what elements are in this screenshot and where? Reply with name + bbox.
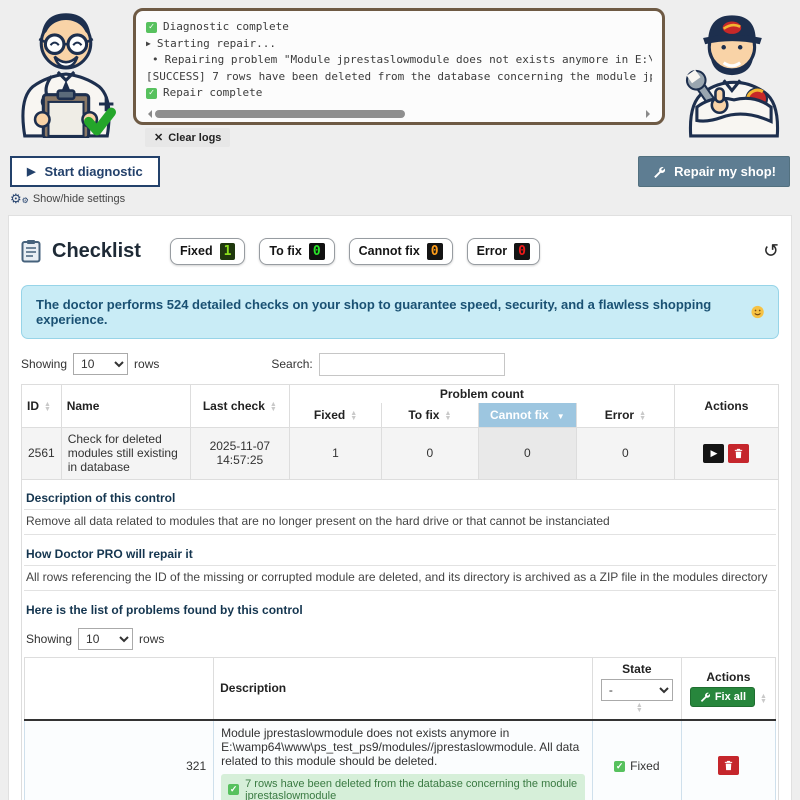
col-header-last-check[interactable]: Last check ▲ ▼ [189, 384, 290, 428]
log-text: Repairing problem "Module jprestaslowmod… [164, 53, 652, 66]
cannot-fix-count: 0 [426, 242, 443, 260]
success-check-icon: ✓ [146, 21, 157, 33]
doctor-illustration [21, 13, 116, 138]
col-header-state: State -▲ ▼ [591, 656, 682, 721]
col-header-to-fix[interactable]: To fix ▲ ▼ [381, 403, 479, 428]
trash-icon [724, 760, 733, 771]
bullet-icon: • [152, 53, 159, 66]
table-row[interactable]: 2561 Check for deleted modules still exi… [21, 426, 780, 480]
badge-cannot-fix[interactable]: Cannot fix 0 [348, 237, 453, 265]
show-hide-settings-link[interactable]: ⚙⚙ Show/hide settings [10, 191, 126, 206]
col-header-description: Description [213, 656, 593, 721]
col-header-name[interactable]: Name [60, 384, 191, 428]
trash-icon [735, 448, 743, 458]
badge-error[interactable]: Error 0 [466, 237, 540, 265]
page-size-select[interactable]: 10 [73, 353, 129, 375]
col-header-id-problem[interactable]: ID problem ▼ [23, 656, 215, 721]
col-header-problem-actions: Actions Fix all ▲ ▼ [680, 656, 777, 721]
close-icon: ✕ [154, 132, 164, 144]
col-header-cannot-fix[interactable]: Cannot fix ▼ [477, 403, 577, 428]
check-name: Check for deleted modules still existing… [60, 426, 191, 480]
checklist-table: ID ▲ ▼ Name Last check ▲ ▼ Problem count Act… [21, 384, 780, 800]
log-text: Diagnostic complete [163, 20, 289, 33]
problem-id: 321 [23, 719, 215, 800]
col-header-actions: Actions [673, 384, 780, 428]
success-check-icon: ✓ [228, 784, 240, 795]
checklist-panel: Checklist Fixed 1 To fix 0 Cannot fix 0 … [8, 215, 792, 800]
badge-fixed[interactable]: Fixed 1 [169, 237, 246, 265]
info-banner: The doctor performs 524 detailed checks … [21, 285, 779, 339]
log-console: ✓ Diagnostic complete ▶ Starting repair.… [133, 8, 665, 125]
clear-logs-button[interactable]: ✕ Clear logs [145, 128, 231, 147]
log-line: • Repairing problem "Module jprestaslowm… [146, 52, 652, 69]
sort-icon[interactable]: ▲ ▼ [760, 692, 767, 705]
delete-button[interactable] [728, 443, 750, 463]
expanded-detail-row: Description of this control Remove all d… [21, 478, 779, 800]
sort-icon[interactable]: ▲ ▼ [639, 409, 646, 422]
state-filter-select[interactable]: - [600, 678, 673, 701]
scroll-left-icon[interactable] [144, 110, 152, 118]
success-check-icon: ✓ [146, 87, 157, 99]
log-text: [SUCCESS] 7 rows have been deleted from … [146, 69, 652, 83]
mechanic-illustration [685, 15, 780, 138]
horizontal-scrollbar[interactable] [144, 109, 654, 119]
start-diagnostic-button[interactable]: ▶ Start diagnostic [10, 156, 160, 187]
error-count: 0 [514, 242, 530, 260]
problems-section: ID problem ▼ Description State -▲ ▼ Action… [23, 656, 777, 800]
log-line: ▶ Starting repair... [146, 36, 652, 53]
col-header-error[interactable]: Error ▲ ▼ [575, 403, 675, 428]
sort-icon[interactable]: ▲ ▼ [44, 400, 51, 413]
panel-header: Checklist Fixed 1 To fix 0 Cannot fix 0 … [21, 234, 779, 268]
badge-to-fix[interactable]: To fix 0 [259, 237, 335, 265]
sort-icon[interactable]: ▲ ▼ [269, 400, 277, 413]
to-fix-count: 0 [308, 242, 325, 260]
log-text: Repair complete [163, 86, 263, 99]
wrench-icon [654, 167, 666, 178]
log-line: [SUCCESS] 7 rows have been deleted from … [146, 69, 652, 86]
status-badge: ✓ Fixed [614, 759, 660, 774]
col-header-id[interactable]: ID ▲ ▼ [21, 384, 62, 428]
problems-table-controls: Showing 10 rows [26, 627, 776, 650]
fixed-check-icon: ✓ [614, 760, 626, 772]
delete-problem-button[interactable] [717, 756, 739, 775]
scrollbar-thumb[interactable] [155, 110, 405, 118]
sort-icon[interactable]: ▲ ▼ [444, 409, 452, 422]
problems-heading: Here is the list of problems found by th… [26, 602, 303, 617]
sort-desc-icon[interactable]: ▼ [101, 685, 110, 694]
repair-text: All rows referencing the ID of the missi… [24, 566, 776, 591]
wrench-icon [700, 692, 710, 702]
sort-icon[interactable]: ▲ ▼ [635, 702, 643, 715]
refresh-icon[interactable]: ↺ [763, 240, 779, 262]
smiley-icon [751, 305, 764, 319]
scroll-right-icon[interactable] [646, 110, 654, 118]
run-check-button[interactable]: ▶ [703, 443, 725, 463]
gears-icon: ⚙⚙ [10, 191, 29, 206]
success-note: ✓ 7 rows have been deleted from the data… [221, 773, 585, 800]
play-icon: ▶ [27, 166, 36, 178]
log-text: Starting repair... [156, 36, 277, 50]
arrow-icon: ▶ [146, 38, 151, 48]
search-input[interactable] [318, 352, 505, 376]
table-controls: Showing 10 rows Search: [21, 352, 779, 376]
fixed-count: 1 [219, 242, 236, 260]
fix-all-button[interactable]: Fix all [689, 686, 756, 707]
status-badges: Fixed 1 To fix 0 Cannot fix 0 Error 0 [169, 237, 540, 265]
sort-desc-icon[interactable]: ▼ [556, 411, 565, 421]
problem-description: Module jprestaslowmodule does not exists… [221, 725, 580, 768]
col-group-problem-count: Problem count [288, 384, 675, 403]
description-heading: Description of this control [24, 486, 776, 510]
repair-heading: How Doctor PRO will repair it [24, 542, 776, 566]
repair-my-shop-button[interactable]: Repair my shop! [638, 156, 790, 187]
problem-row: 321 Module jprestaslowmodule does not ex… [23, 719, 777, 800]
page-title: Checklist [52, 239, 141, 262]
sort-icon[interactable]: ▲ ▼ [350, 409, 358, 422]
log-line: ✓ Diagnostic complete [146, 19, 652, 36]
description-text: Remove all data related to modules that … [24, 510, 776, 535]
col-header-fixed[interactable]: Fixed ▲ ▼ [288, 403, 383, 428]
log-line: ✓ Repair complete [146, 85, 652, 102]
problems-page-size-select[interactable]: 10 [78, 627, 134, 650]
problems-table: ID problem ▼ Description State -▲ ▼ Action… [23, 656, 777, 800]
clipboard-icon [21, 240, 41, 263]
